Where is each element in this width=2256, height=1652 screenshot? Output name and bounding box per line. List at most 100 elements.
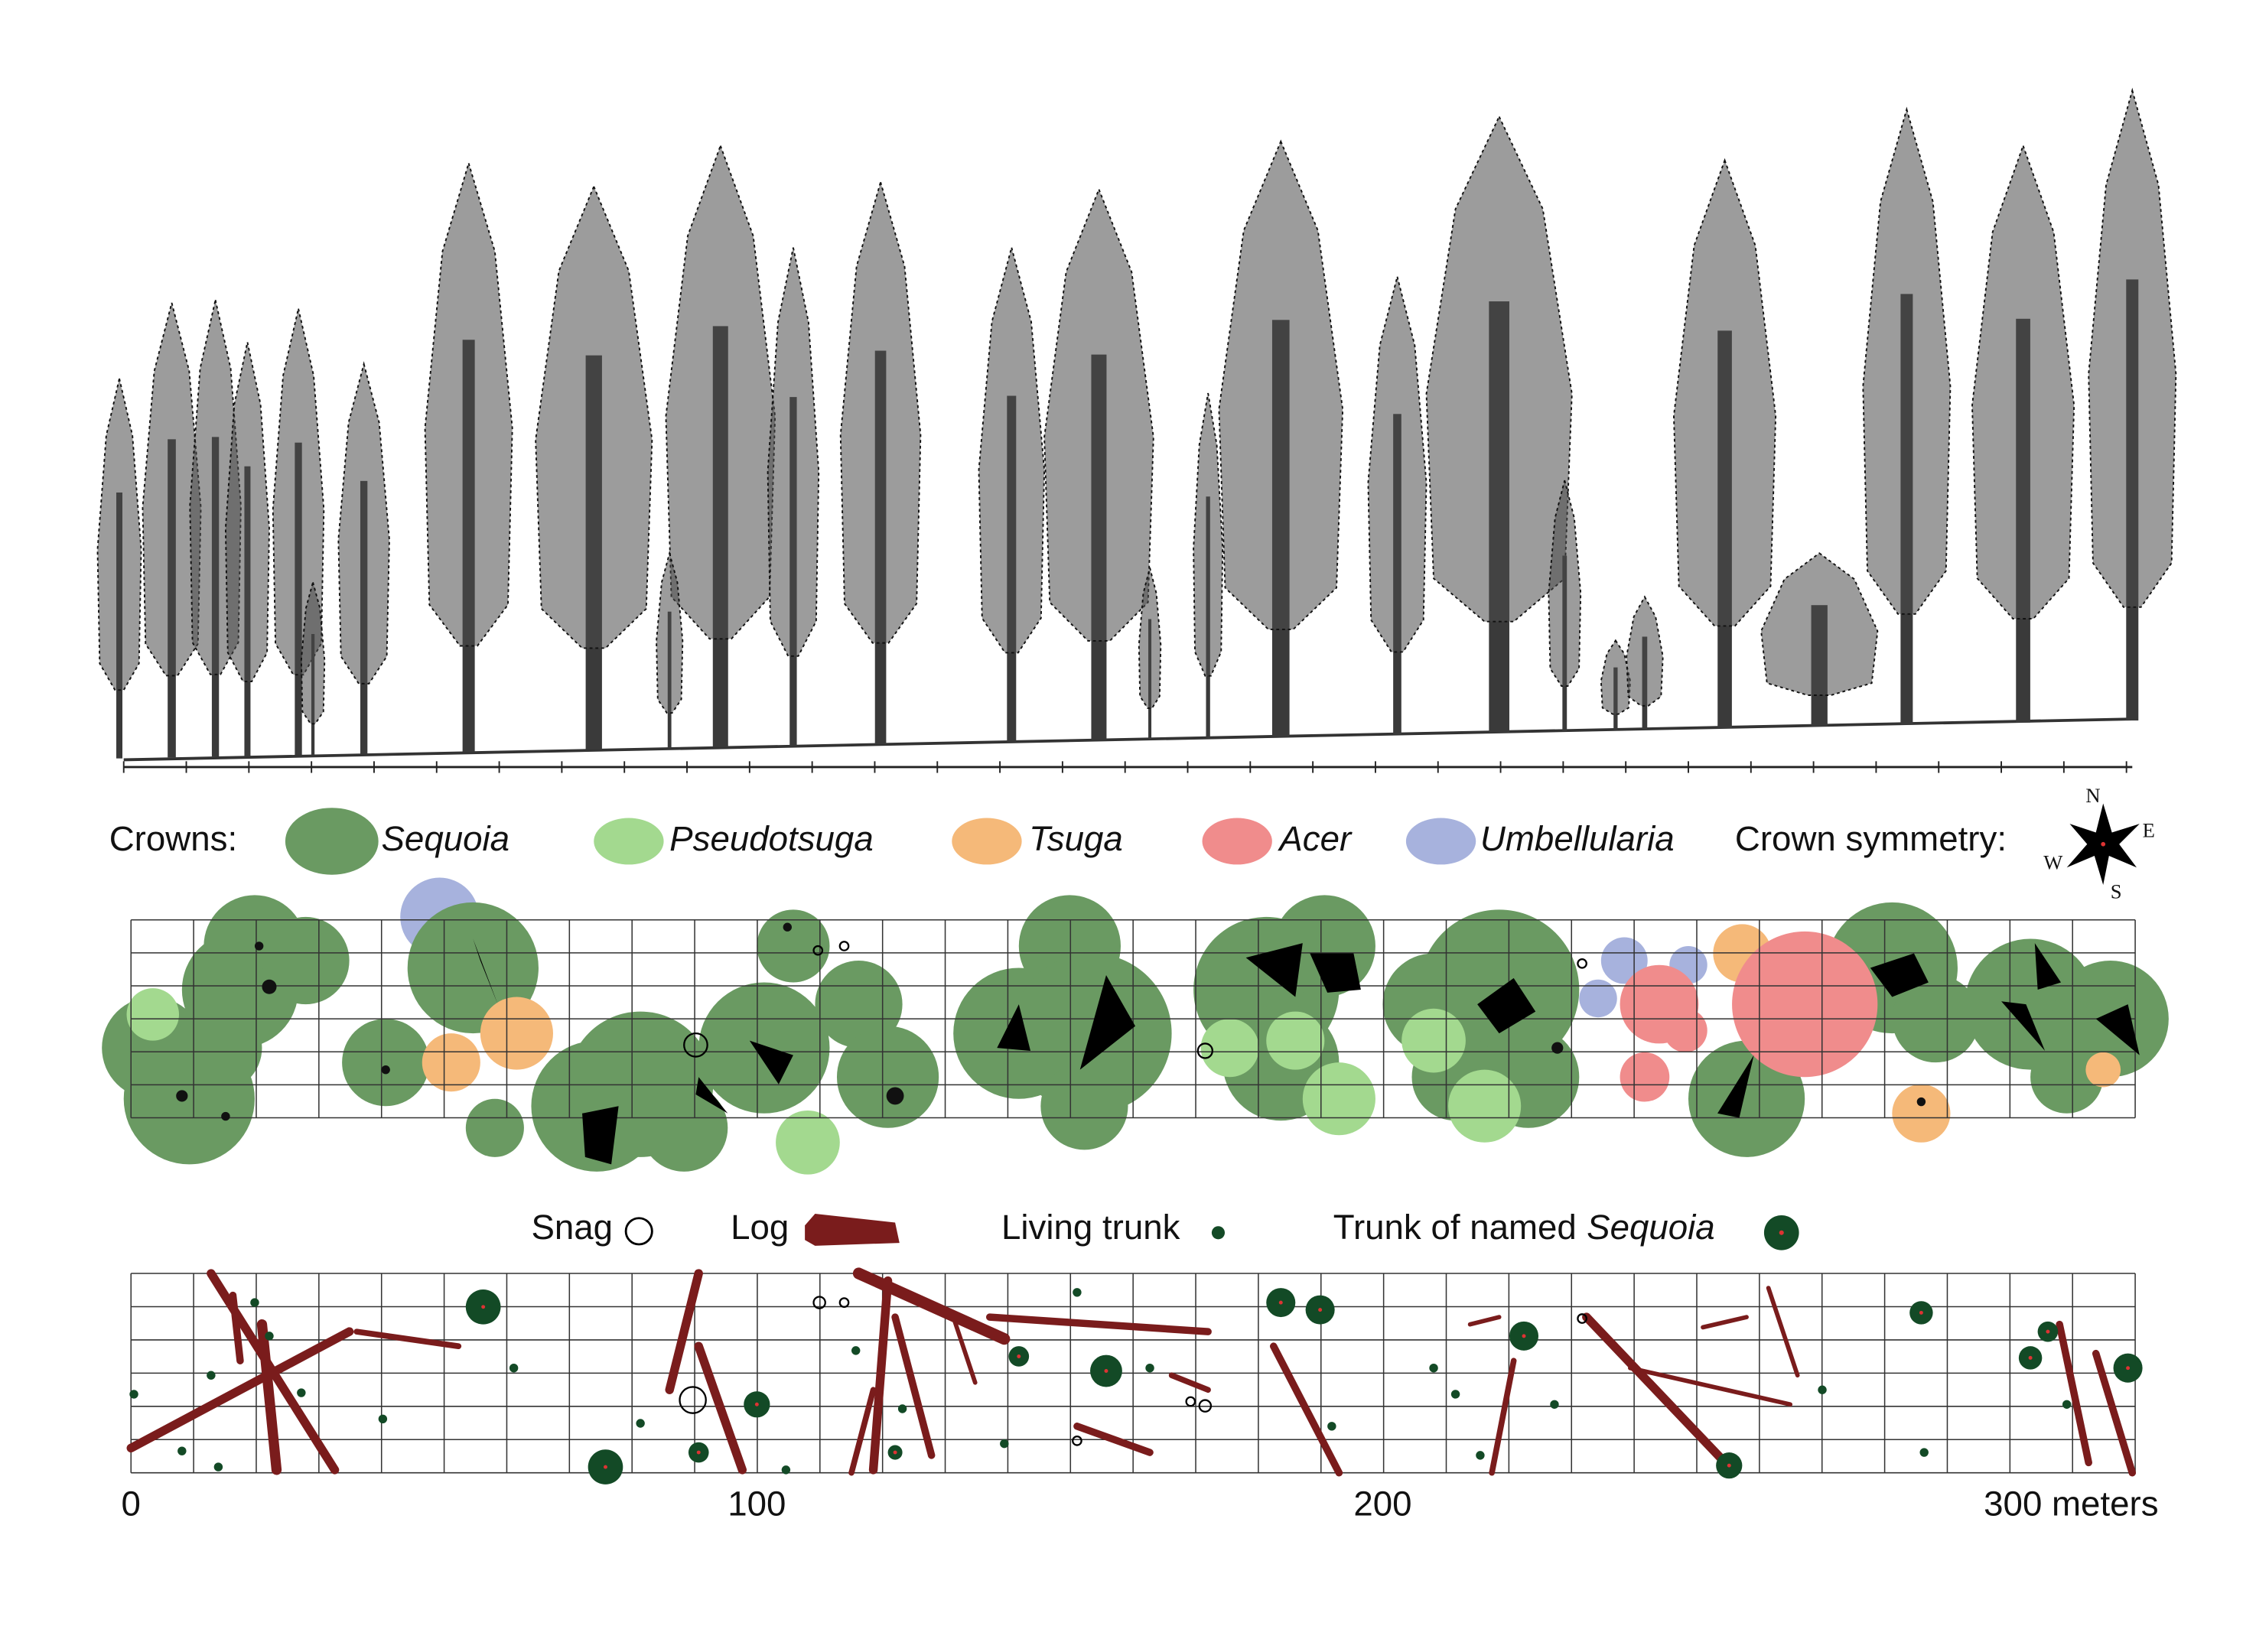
named-trunk-center: [1522, 1334, 1526, 1338]
living-trunk: [1550, 1400, 1559, 1409]
snag: [838, 1297, 850, 1308]
scale-label: 0: [122, 1485, 141, 1524]
living-trunk: [207, 1371, 216, 1380]
snag: [1072, 1435, 1082, 1446]
living-trunk: [1073, 1288, 1082, 1297]
crown-symmetry: [1079, 975, 1136, 1070]
forest-elevation: [96, 87, 2177, 773]
named-trunk-center: [1727, 1463, 1731, 1468]
crown: [2030, 1040, 2104, 1114]
scale-label: 200: [1353, 1485, 1411, 1524]
crown: [1600, 937, 1648, 984]
crown-symmetry: [695, 1077, 728, 1114]
crown: [1040, 1062, 1128, 1150]
tree-crown: [2088, 87, 2177, 608]
named-trunk-center: [1104, 1369, 1108, 1373]
log: [1701, 1315, 1749, 1330]
living-trunk: [378, 1414, 388, 1424]
named-trunk-center: [1278, 1300, 1283, 1305]
named-trunk-center: [696, 1450, 701, 1455]
crown: [342, 1019, 430, 1107]
trunk: [1916, 1097, 1926, 1107]
log: [1582, 1312, 1737, 1475]
crown: [262, 916, 350, 1005]
snag: [812, 1296, 826, 1309]
tree-crown: [96, 378, 142, 691]
compass-letter: W: [2043, 851, 2063, 874]
tree-crown: [839, 179, 922, 644]
scale-label: 300 meters: [1984, 1485, 2158, 1524]
crown-legend: Crowns: Sequoia Pseudotsuga Tsuga Acer U…: [109, 784, 2155, 903]
legend-label: Log: [731, 1208, 789, 1247]
living-trunk: [1000, 1439, 1009, 1449]
species-label: Sequoia: [381, 819, 509, 858]
trunk: [254, 941, 264, 951]
trunk: [221, 1111, 230, 1121]
crown-symmetry: [997, 1004, 1031, 1051]
log: [353, 1328, 462, 1349]
tree-crown: [1367, 276, 1427, 653]
crown: [640, 1084, 728, 1172]
log: [1628, 1365, 1793, 1407]
log: [1489, 1358, 1517, 1476]
living-trunk: [1450, 1390, 1460, 1399]
living-trunk: [1818, 1385, 1827, 1394]
compass-letter: S: [2111, 880, 2122, 903]
crown-symmetry: [2095, 1004, 2140, 1055]
snag: [1198, 1399, 1213, 1413]
crown: [2085, 1052, 2121, 1088]
crown: [1892, 1084, 1951, 1143]
living-trunk: [297, 1388, 306, 1397]
log: [126, 1327, 354, 1453]
crown: [815, 960, 903, 1049]
log: [1467, 1315, 1502, 1327]
log: [694, 1341, 747, 1475]
crown: [757, 909, 830, 983]
living-trunk: [636, 1419, 645, 1428]
crown-map: [102, 877, 2169, 1175]
living-trunk: [1919, 1448, 1929, 1457]
snag: [1577, 1313, 1587, 1324]
compass-letter: E: [2143, 819, 2155, 842]
crown-symmetry: [1245, 943, 1303, 997]
log: [985, 1313, 1212, 1335]
log: [951, 1315, 978, 1385]
crown-symmetry: [1310, 953, 1361, 993]
snag: [1196, 1042, 1213, 1059]
named-trunk-center: [1318, 1308, 1323, 1312]
trunk: [262, 979, 277, 994]
log: [665, 1269, 703, 1394]
compass-center: [2101, 841, 2106, 847]
crown-symmetry: [1717, 1055, 1754, 1118]
snag: [838, 941, 850, 951]
named-trunk-center: [2126, 1366, 2131, 1371]
legend-label: Snag: [531, 1208, 613, 1247]
living-trunk: [129, 1390, 138, 1399]
crown: [465, 1098, 524, 1157]
crown: [1448, 1069, 1522, 1143]
log: [1766, 1286, 1800, 1378]
legend-text: Sequoia: [1587, 1208, 1715, 1247]
living-trunk: [509, 1364, 519, 1373]
compass-letter: N: [2085, 784, 2100, 807]
crown-symmetry: [582, 1106, 619, 1165]
tree-crown: [424, 161, 513, 647]
swatch: [952, 818, 1022, 865]
snag: [1185, 1396, 1196, 1407]
tree-crown: [535, 184, 653, 649]
named-trunk-center: [604, 1465, 607, 1469]
tree-crown: [1862, 106, 1952, 615]
crown: [1732, 931, 1878, 1078]
named-trunk-center: [1919, 1310, 1923, 1315]
legend-title: Crowns:: [109, 819, 237, 858]
trunk: [176, 1090, 188, 1102]
named-trunk-center: [2028, 1355, 2033, 1360]
living-trunk: [1145, 1364, 1154, 1373]
crown: [836, 1026, 939, 1128]
crown: [1579, 979, 1617, 1018]
trunk-symbol: [1211, 1226, 1226, 1240]
living-trunk: [1429, 1364, 1438, 1373]
trunk: [381, 1065, 390, 1075]
snag-symbol: [624, 1217, 653, 1246]
